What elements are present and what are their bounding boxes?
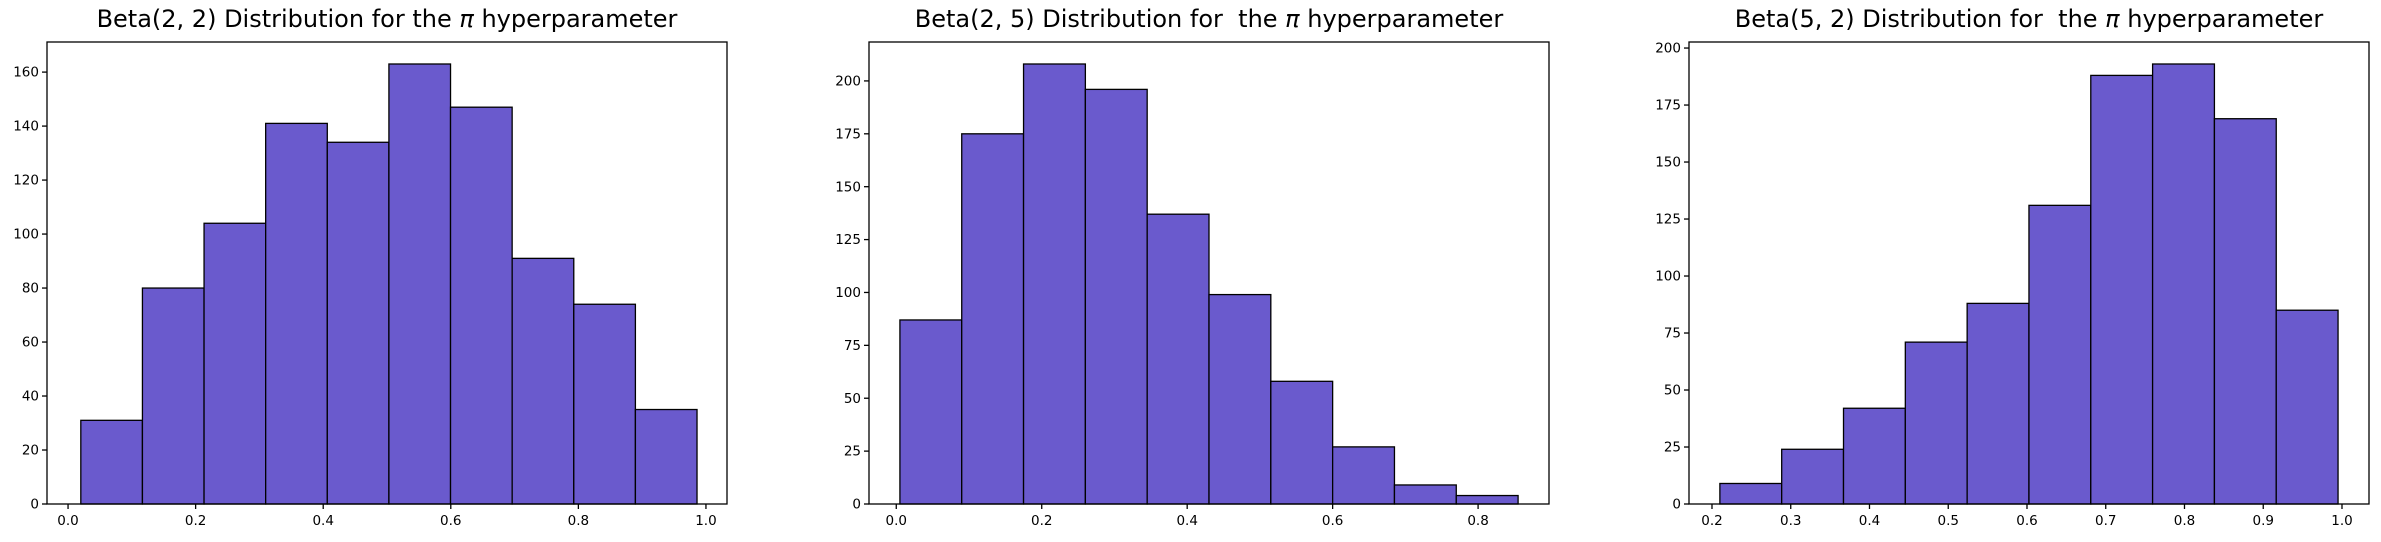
- y-tick-label: 75: [844, 338, 861, 354]
- histogram-bar: [326, 141, 390, 505]
- x-axis-ticks: 0.2 0.3 0.4 0.5 0.6 0.7 0.8 0.9 1.0: [1701, 504, 2353, 529]
- y-tick-label: 25: [844, 444, 861, 460]
- x-tick-label: 0.8: [2174, 513, 2195, 529]
- x-axis-ticks: 0.0 0.2 0.4 0.6 0.8 1.0: [57, 504, 717, 529]
- x-tick-label: 0.2: [1701, 513, 1722, 529]
- y-tick-label: 200: [1655, 41, 1681, 57]
- y-axis-ticks: 0 20 40 60 80 100 120 140 160: [13, 65, 47, 513]
- y-tick-label: 0: [852, 497, 861, 513]
- y-tick-label: 150: [835, 179, 861, 195]
- x-tick-label: 0.2: [1031, 513, 1052, 529]
- histogram-bar: [1393, 484, 1457, 505]
- histogram-bar: [634, 408, 698, 505]
- histogram-bar: [388, 63, 452, 505]
- x-tick-label: 0.4: [312, 513, 333, 529]
- histogram-bar: [1270, 380, 1334, 505]
- histogram-bar: [2151, 63, 2216, 505]
- y-tick-label: 200: [835, 74, 861, 90]
- y-tick-label: 40: [22, 389, 39, 405]
- x-tick-label: 0.8: [1467, 513, 1488, 529]
- histogram-bar: [1146, 213, 1210, 505]
- chart-title: Beta(2, 5) Distribution for the π hyperp…: [915, 5, 1504, 33]
- histogram-bar: [80, 419, 144, 505]
- histogram-bar: [203, 222, 267, 505]
- x-tick-label: 0.5: [1937, 513, 1958, 529]
- x-tick-label: 0.8: [568, 513, 589, 529]
- x-tick-label: 0.6: [2016, 513, 2037, 529]
- histogram-bar: [511, 257, 575, 505]
- histogram-bar: [2028, 204, 2092, 505]
- x-tick-label: 0.0: [886, 513, 907, 529]
- histogram-bar: [1966, 302, 2030, 505]
- y-tick-label: 175: [835, 126, 861, 142]
- chart-title: Beta(5, 2) Distribution for the π hyperp…: [1735, 5, 2324, 33]
- x-tick-label: 1.0: [2331, 513, 2352, 529]
- histogram-bars: [1719, 63, 2339, 505]
- histogram-subplot-1: 0.0 0.2 0.4 0.6 0.8 1.0 0 20 40 60 80 100 120 140 160 B…: [13, 5, 728, 529]
- y-tick-label: 50: [844, 391, 861, 407]
- x-tick-label: 0.6: [440, 513, 461, 529]
- y-tick-label: 120: [13, 173, 39, 189]
- x-tick-label: 0.3: [1780, 513, 1801, 529]
- y-tick-label: 25: [1664, 440, 1681, 456]
- histogram-bars: [899, 63, 1519, 505]
- histogram-bar: [1842, 407, 1906, 505]
- axes-spines: [868, 41, 1550, 505]
- y-tick-label: 80: [22, 281, 39, 297]
- histogram-bar: [2213, 118, 2277, 505]
- histogram-bar: [961, 133, 1025, 505]
- histogram-bar: [1084, 88, 1148, 505]
- x-tick-label: 0.9: [2252, 513, 2273, 529]
- y-tick-label: 175: [1655, 98, 1681, 114]
- histogram-bar: [1781, 448, 1845, 505]
- x-tick-label: 0.4: [1859, 513, 1880, 529]
- y-tick-label: 100: [835, 285, 861, 301]
- y-tick-label: 100: [1655, 269, 1681, 285]
- histogram-bars: [80, 63, 698, 505]
- y-axis-ticks: 0 25 50 75 100 125 150 175 200: [1655, 41, 1689, 513]
- y-tick-label: 150: [1655, 155, 1681, 171]
- y-tick-label: 60: [22, 335, 39, 351]
- x-tick-label: 1.0: [695, 513, 716, 529]
- histogram-bar: [1208, 293, 1272, 505]
- x-tick-label: 0.0: [57, 513, 78, 529]
- histogram-bar: [265, 122, 328, 505]
- y-tick-label: 20: [22, 443, 39, 459]
- y-axis-ticks: 0 25 50 75 100 125 150 175 200: [835, 74, 869, 513]
- histogram-subplot-3: 0.2 0.3 0.4 0.5 0.6 0.7 0.8 0.9 1.0 0 25 50 75 100 125…: [1655, 5, 2370, 529]
- y-tick-label: 50: [1664, 383, 1681, 399]
- histogram-bar: [1455, 494, 1519, 505]
- histogram-bar: [1904, 341, 1968, 505]
- y-tick-label: 125: [835, 232, 861, 248]
- y-tick-label: 125: [1655, 212, 1681, 228]
- y-tick-label: 160: [13, 65, 39, 81]
- histogram-bar: [1331, 446, 1396, 505]
- x-tick-label: 0.4: [1176, 513, 1197, 529]
- axes-spines: [1688, 41, 2370, 505]
- histogram-bar: [141, 287, 205, 505]
- histogram-bar: [1022, 63, 1087, 505]
- x-tick-label: 0.2: [185, 513, 206, 529]
- histogram-bar: [2275, 309, 2339, 505]
- histogram-bar: [573, 303, 637, 505]
- histogram-bar: [449, 106, 513, 505]
- histogram-bar: [2090, 74, 2154, 505]
- x-axis-ticks: 0.0 0.2 0.4 0.6 0.8: [886, 504, 1489, 529]
- x-tick-label: 0.6: [1322, 513, 1343, 529]
- axes-spines: [46, 41, 728, 505]
- y-tick-label: 75: [1664, 326, 1681, 342]
- histogram-subplot-2: 0.0 0.2 0.4 0.6 0.8 0 25 50 75 100 125 150 175 200 Bet…: [835, 5, 1550, 529]
- histogram-bar: [899, 319, 963, 505]
- x-tick-label: 0.7: [2095, 513, 2116, 529]
- y-tick-label: 100: [13, 227, 39, 243]
- y-tick-label: 140: [13, 119, 39, 135]
- y-tick-label: 0: [30, 497, 39, 513]
- histogram-bar: [1719, 482, 1783, 505]
- chart-title: Beta(2, 2) Distribution for the π hyperp…: [97, 5, 678, 33]
- y-tick-label: 0: [1672, 497, 1681, 513]
